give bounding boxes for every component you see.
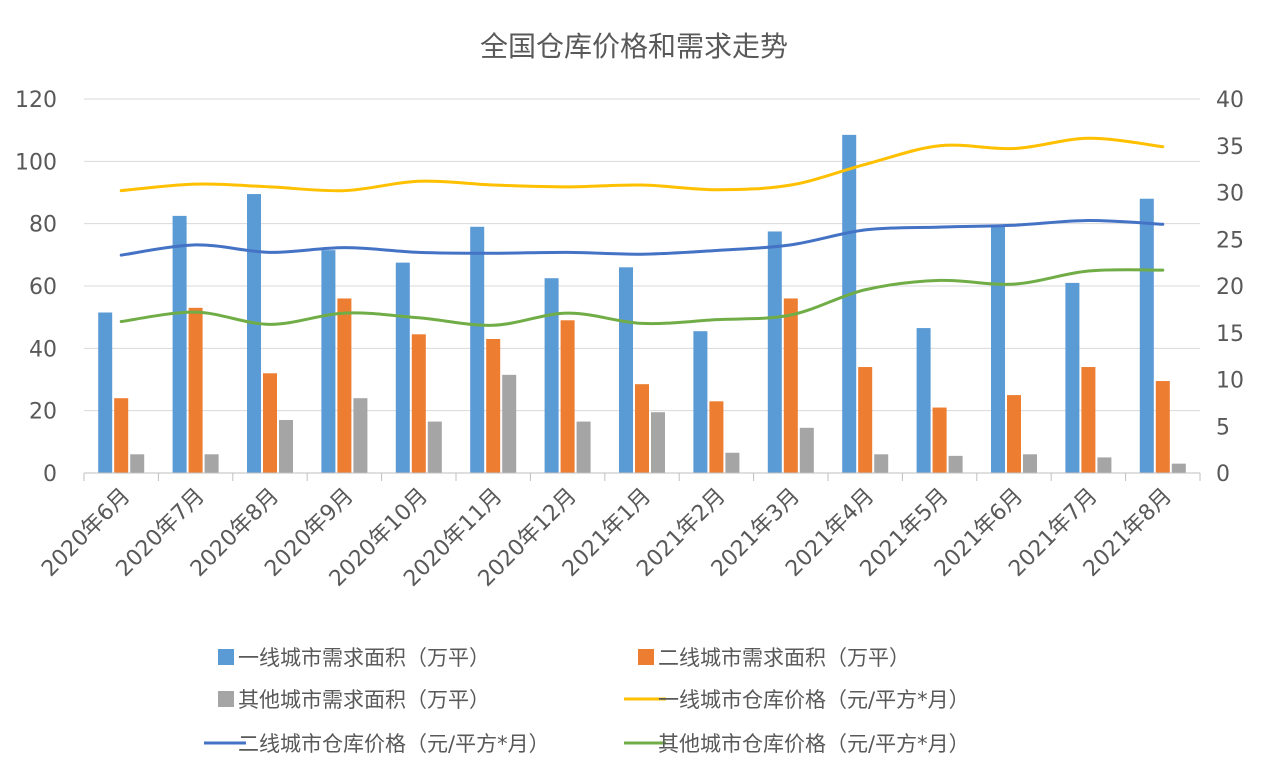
bar xyxy=(427,421,442,473)
legend-swatch xyxy=(218,649,234,665)
y-left-tick-label: 40 xyxy=(29,337,57,362)
bar xyxy=(502,374,517,473)
bar xyxy=(709,401,724,473)
legend-label: 二线城市需求面积（万平） xyxy=(658,646,910,670)
bar xyxy=(991,226,1005,473)
chart-title: 全国仓库价格和需求走势 xyxy=(480,30,788,63)
bar xyxy=(725,452,740,473)
y-left-tick-label: 0 xyxy=(43,462,57,487)
bar xyxy=(247,194,261,473)
bar xyxy=(858,367,873,473)
bar xyxy=(98,312,113,473)
y-right-tick-label: 20 xyxy=(1216,275,1244,300)
bar xyxy=(916,328,931,473)
legend-label: 二线城市仓库价格（元/平方*月） xyxy=(238,732,550,756)
bar xyxy=(279,420,293,473)
bar xyxy=(1023,454,1037,473)
legend: 一线城市需求面积（万平） 二线城市需求面积（万平） 其他城市需求面积（万平） 一线城市… xyxy=(204,646,970,756)
y-right-tick-label: 30 xyxy=(1216,182,1244,207)
bar xyxy=(799,427,814,473)
bar xyxy=(948,455,963,473)
bar xyxy=(486,338,501,473)
y-left-tick-label: 20 xyxy=(29,400,57,425)
y-right-tick-label: 25 xyxy=(1216,228,1244,253)
line-series xyxy=(119,136,1165,327)
bar xyxy=(321,250,336,473)
bar xyxy=(576,421,591,473)
bar xyxy=(544,278,559,473)
bar xyxy=(1155,381,1170,473)
y-right-tick-label: 0 xyxy=(1216,462,1230,487)
series-line xyxy=(119,136,1165,193)
bar xyxy=(114,398,129,473)
bar xyxy=(767,231,782,473)
bar xyxy=(1097,457,1112,473)
y-left-tick-label: 120 xyxy=(15,88,57,113)
bar xyxy=(1139,198,1154,473)
legend-label: 其他城市仓库价格（元/平方*月） xyxy=(658,732,970,756)
y-right-tick-label: 40 xyxy=(1216,88,1244,113)
legend-label: 一线城市仓库价格（元/平方*月） xyxy=(658,688,970,712)
bar xyxy=(353,398,368,473)
bar xyxy=(470,226,485,473)
bar xyxy=(337,298,352,473)
y-left-tick-label: 80 xyxy=(29,213,57,238)
bar xyxy=(932,407,947,473)
bar xyxy=(1065,282,1080,473)
series-line xyxy=(119,219,1165,257)
y-right-tick-label: 5 xyxy=(1216,415,1230,440)
bar xyxy=(411,334,426,473)
bar xyxy=(783,298,798,473)
y-left-tick-label: 60 xyxy=(29,275,57,300)
y-right-tick-label: 10 xyxy=(1216,369,1244,394)
bar xyxy=(172,215,187,473)
bar xyxy=(1007,395,1021,473)
bar xyxy=(560,320,575,473)
y-right-tick-label: 35 xyxy=(1216,135,1244,160)
bar xyxy=(1171,463,1186,473)
legend-label: 一线城市需求面积（万平） xyxy=(238,646,490,670)
bar xyxy=(693,331,708,473)
bar xyxy=(130,454,145,473)
bar xyxy=(188,307,203,473)
legend-swatch xyxy=(218,691,234,707)
bar xyxy=(619,267,633,473)
legend-swatch xyxy=(638,649,654,665)
bar xyxy=(651,412,665,473)
bar xyxy=(635,384,649,473)
bar xyxy=(874,454,889,473)
bar xyxy=(1081,367,1096,473)
series-line xyxy=(119,268,1165,327)
bar xyxy=(842,134,857,473)
legend-label: 其他城市需求面积（万平） xyxy=(238,688,490,712)
bar xyxy=(263,373,277,473)
y-left-tick-label: 100 xyxy=(15,150,57,175)
y-right-tick-label: 15 xyxy=(1216,322,1244,347)
bar xyxy=(204,454,219,473)
bar xyxy=(395,262,410,473)
